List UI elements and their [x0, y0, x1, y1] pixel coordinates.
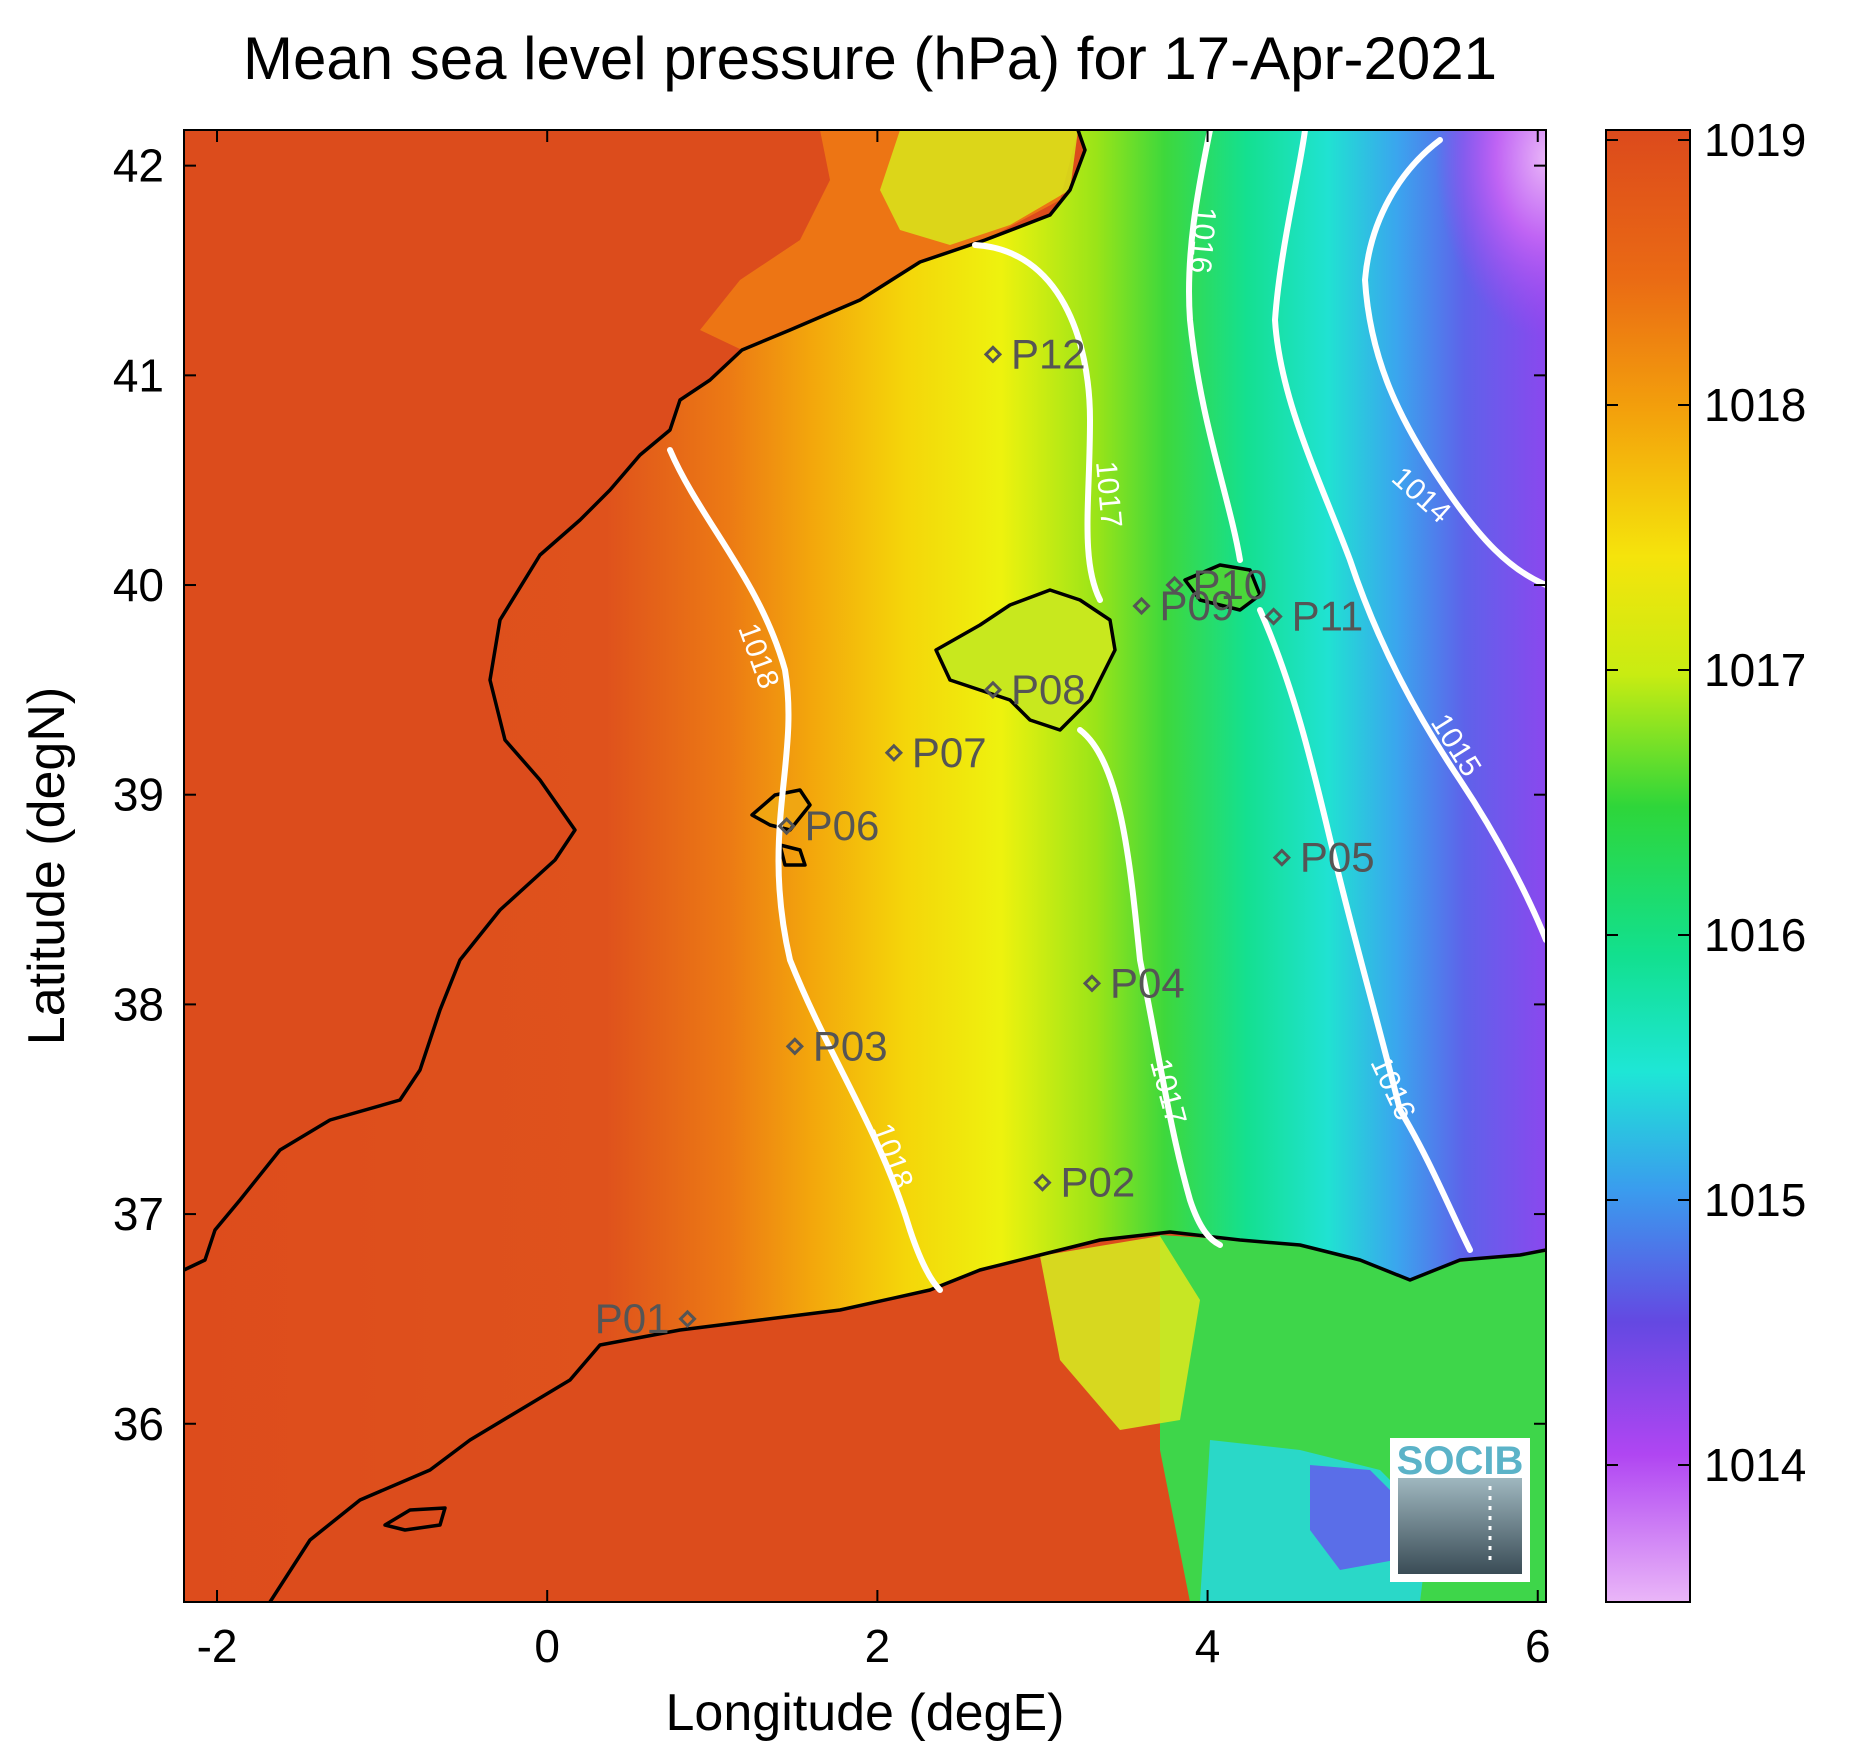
x-tick-label: 6 — [1525, 1620, 1551, 1672]
y-tick-label: 41 — [113, 349, 164, 401]
station-label: P06 — [805, 802, 880, 849]
x-axis: -2 0 2 4 6 — [197, 130, 1551, 1672]
station-label: P03 — [813, 1022, 888, 1069]
station-label: P05 — [1300, 834, 1375, 881]
isobar-label: 1016 — [1183, 205, 1222, 274]
station-p04: P04 — [1082, 959, 1185, 1006]
isobars — [667, 130, 1546, 1293]
chart-title: Mean sea level pressure (hPa) for 17-Apr… — [243, 25, 1497, 92]
colorbar-scale — [1605, 129, 1691, 1603]
station-marker — [785, 1037, 804, 1056]
africa-inland-blue — [1310, 1465, 1400, 1570]
station-p06: P06 — [777, 802, 880, 849]
map-area: 1018 1018 1017 1017 1016 1016 1015 1014 … — [184, 130, 1546, 1602]
colorbar-tick-label: 1017 — [1704, 644, 1806, 696]
x-tick-label: 0 — [534, 1620, 560, 1672]
colorbar-tick-label: 1015 — [1704, 1174, 1806, 1226]
colorbar-tick-label: 1014 — [1704, 1439, 1806, 1491]
station-marker — [983, 680, 1003, 699]
colorbar-tick-label: 1018 — [1704, 379, 1806, 431]
isobar-1018 — [667, 447, 943, 1293]
station-label: P01 — [595, 1295, 670, 1342]
station-marker — [1165, 575, 1184, 595]
station-marker — [884, 743, 904, 762]
africa-east-yellow — [1040, 1236, 1200, 1430]
isobar-1015 — [1271, 130, 1546, 943]
station-label: P07 — [912, 729, 987, 776]
y-tick-label: 38 — [113, 978, 164, 1030]
menorca-land — [1185, 565, 1260, 610]
iberia-coastal-yellow — [880, 130, 1078, 245]
colorbar-tick-label: 1019 — [1704, 114, 1806, 166]
station-marker — [1264, 607, 1283, 626]
x-tick-label: 4 — [1195, 1620, 1221, 1672]
y-axis: 42 41 40 39 38 37 36 — [113, 140, 1546, 1450]
isobar-1014 — [1361, 137, 1546, 588]
isobar-1017 — [972, 242, 1223, 1248]
x-axis-label: Longitude (degE) — [666, 1684, 1065, 1742]
station-label: P04 — [1110, 959, 1185, 1006]
iberia-land — [184, 130, 1085, 1270]
station-label: P11 — [1292, 592, 1364, 639]
station-label: P12 — [1011, 330, 1086, 377]
colorbar-ticks: 1019 1018 1017 1016 1015 1014 — [1606, 114, 1806, 1491]
y-tick-label: 37 — [113, 1188, 164, 1240]
station-label: P02 — [1060, 1159, 1135, 1206]
station-label: P10 — [1193, 561, 1268, 608]
isobar-label: 1017 — [1089, 460, 1128, 529]
station-marker — [983, 345, 1003, 364]
colorbar-tick-label: 1016 — [1704, 909, 1806, 961]
station-marker — [678, 1309, 697, 1329]
station-p12: P12 — [983, 330, 1086, 377]
logo-text: SOCIB — [1397, 1439, 1524, 1483]
station-p01: P01 — [595, 1295, 697, 1342]
station-p11: P11 — [1264, 592, 1364, 639]
y-tick-label: 42 — [113, 140, 164, 192]
y-tick-label: 40 — [113, 559, 164, 611]
y-axis-label: Latitude (degN) — [18, 687, 76, 1045]
station-marker — [1033, 1173, 1052, 1192]
station-marker — [777, 817, 796, 836]
isobar-1016 — [1186, 130, 1473, 1253]
station-marker — [1132, 596, 1151, 616]
station-marker — [1082, 974, 1102, 993]
station-p03: P03 — [785, 1022, 888, 1069]
socib-logo: SOCIB — [1390, 1438, 1530, 1582]
station-marker — [1272, 848, 1291, 867]
y-tick-label: 36 — [113, 1398, 164, 1450]
coastlines — [184, 130, 1546, 1602]
station-p08: P08 — [983, 666, 1086, 713]
x-tick-label: -2 — [197, 1620, 238, 1672]
y-tick-label: 39 — [113, 769, 164, 821]
station-p10: P10 — [1165, 561, 1268, 608]
station-p07: P07 — [884, 729, 987, 776]
station-p02: P02 — [1033, 1159, 1135, 1206]
x-tick-label: 2 — [865, 1620, 891, 1672]
station-p05: P05 — [1272, 834, 1375, 881]
plot-frame — [183, 129, 1547, 1603]
station-label: P08 — [1011, 666, 1086, 713]
colorbar: 1019 1018 1017 1016 1015 1014 — [1605, 114, 1806, 1603]
